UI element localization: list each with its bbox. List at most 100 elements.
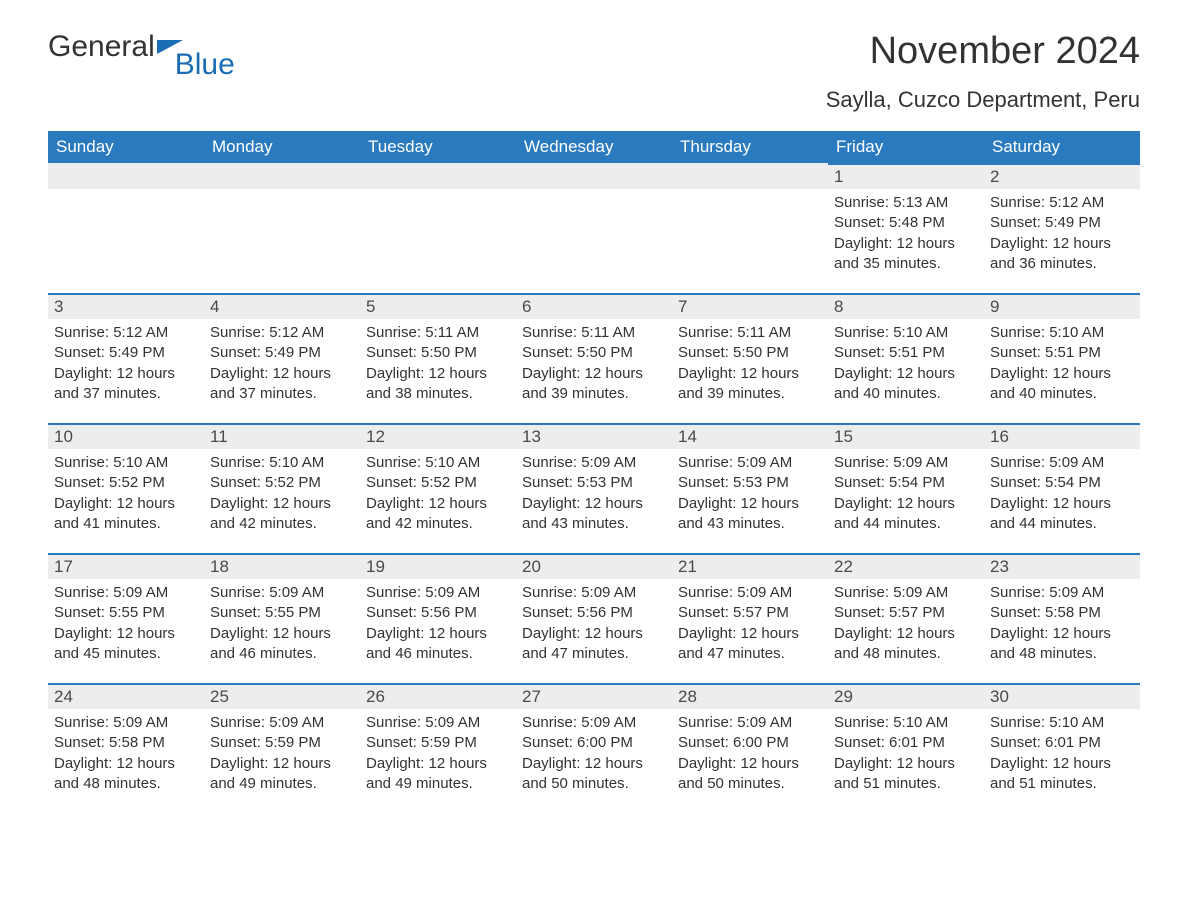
calendar-table: Sunday Monday Tuesday Wednesday Thursday… <box>48 131 1140 813</box>
empty-day-strip <box>672 163 828 189</box>
day-details: Sunrise: 5:11 AMSunset: 5:50 PMDaylight:… <box>360 319 516 408</box>
day-number: 4 <box>204 293 360 319</box>
sunrise-text: Sunrise: 5:09 AM <box>990 583 1134 603</box>
day-number: 10 <box>48 423 204 449</box>
day-cell: 9Sunrise: 5:10 AMSunset: 5:51 PMDaylight… <box>984 293 1140 423</box>
day-cell: 4Sunrise: 5:12 AMSunset: 5:49 PMDaylight… <box>204 293 360 423</box>
sunset-text: Sunset: 5:50 PM <box>678 343 822 363</box>
day-details: Sunrise: 5:09 AMSunset: 5:56 PMDaylight:… <box>516 579 672 668</box>
sunset-text: Sunset: 5:52 PM <box>54 473 198 493</box>
sunset-text: Sunset: 5:59 PM <box>210 733 354 753</box>
daylight-text: Daylight: 12 hours and 40 minutes. <box>990 364 1134 405</box>
day-details: Sunrise: 5:11 AMSunset: 5:50 PMDaylight:… <box>516 319 672 408</box>
sunrise-text: Sunrise: 5:10 AM <box>990 713 1134 733</box>
day-number: 17 <box>48 553 204 579</box>
day-number: 12 <box>360 423 516 449</box>
sunrise-text: Sunrise: 5:10 AM <box>834 323 978 343</box>
daylight-text: Daylight: 12 hours and 44 minutes. <box>990 494 1134 535</box>
daylight-text: Daylight: 12 hours and 42 minutes. <box>366 494 510 535</box>
day-cell: 6Sunrise: 5:11 AMSunset: 5:50 PMDaylight… <box>516 293 672 423</box>
daylight-text: Daylight: 12 hours and 46 minutes. <box>210 624 354 665</box>
day-cell: 23Sunrise: 5:09 AMSunset: 5:58 PMDayligh… <box>984 553 1140 683</box>
sunrise-text: Sunrise: 5:09 AM <box>990 453 1134 473</box>
sunset-text: Sunset: 5:59 PM <box>366 733 510 753</box>
sunset-text: Sunset: 5:53 PM <box>522 473 666 493</box>
day-details: Sunrise: 5:09 AMSunset: 5:59 PMDaylight:… <box>360 709 516 798</box>
day-number: 1 <box>828 163 984 189</box>
sunrise-text: Sunrise: 5:09 AM <box>366 583 510 603</box>
daylight-text: Daylight: 12 hours and 45 minutes. <box>54 624 198 665</box>
sunrise-text: Sunrise: 5:09 AM <box>54 713 198 733</box>
day-cell: 21Sunrise: 5:09 AMSunset: 5:57 PMDayligh… <box>672 553 828 683</box>
sunrise-text: Sunrise: 5:09 AM <box>210 583 354 603</box>
day-number: 8 <box>828 293 984 319</box>
daylight-text: Daylight: 12 hours and 38 minutes. <box>366 364 510 405</box>
sunrise-text: Sunrise: 5:10 AM <box>366 453 510 473</box>
day-cell: 14Sunrise: 5:09 AMSunset: 5:53 PMDayligh… <box>672 423 828 553</box>
day-cell: 10Sunrise: 5:10 AMSunset: 5:52 PMDayligh… <box>48 423 204 553</box>
day-number: 19 <box>360 553 516 579</box>
day-number: 6 <box>516 293 672 319</box>
day-cell: 11Sunrise: 5:10 AMSunset: 5:52 PMDayligh… <box>204 423 360 553</box>
sunset-text: Sunset: 5:51 PM <box>990 343 1134 363</box>
day-cell <box>360 163 516 293</box>
day-cell: 13Sunrise: 5:09 AMSunset: 5:53 PMDayligh… <box>516 423 672 553</box>
sunset-text: Sunset: 5:50 PM <box>366 343 510 363</box>
daylight-text: Daylight: 12 hours and 43 minutes. <box>678 494 822 535</box>
day-cell: 18Sunrise: 5:09 AMSunset: 5:55 PMDayligh… <box>204 553 360 683</box>
daylight-text: Daylight: 12 hours and 42 minutes. <box>210 494 354 535</box>
sunset-text: Sunset: 5:58 PM <box>990 603 1134 623</box>
day-cell: 15Sunrise: 5:09 AMSunset: 5:54 PMDayligh… <box>828 423 984 553</box>
sunset-text: Sunset: 6:01 PM <box>990 733 1134 753</box>
day-details: Sunrise: 5:09 AMSunset: 5:55 PMDaylight:… <box>204 579 360 668</box>
sunset-text: Sunset: 5:54 PM <box>834 473 978 493</box>
day-cell: 28Sunrise: 5:09 AMSunset: 6:00 PMDayligh… <box>672 683 828 813</box>
day-details: Sunrise: 5:13 AMSunset: 5:48 PMDaylight:… <box>828 189 984 278</box>
daylight-text: Daylight: 12 hours and 48 minutes. <box>54 754 198 795</box>
daylight-text: Daylight: 12 hours and 37 minutes. <box>54 364 198 405</box>
day-number: 28 <box>672 683 828 709</box>
sunset-text: Sunset: 6:00 PM <box>522 733 666 753</box>
day-number: 27 <box>516 683 672 709</box>
sunrise-text: Sunrise: 5:11 AM <box>678 323 822 343</box>
sunrise-text: Sunrise: 5:09 AM <box>522 713 666 733</box>
daylight-text: Daylight: 12 hours and 51 minutes. <box>990 754 1134 795</box>
sunrise-text: Sunrise: 5:09 AM <box>210 713 354 733</box>
day-number: 9 <box>984 293 1140 319</box>
day-cell: 27Sunrise: 5:09 AMSunset: 6:00 PMDayligh… <box>516 683 672 813</box>
day-details: Sunrise: 5:09 AMSunset: 6:00 PMDaylight:… <box>516 709 672 798</box>
day-details: Sunrise: 5:09 AMSunset: 5:53 PMDaylight:… <box>672 449 828 538</box>
day-details: Sunrise: 5:10 AMSunset: 5:52 PMDaylight:… <box>360 449 516 538</box>
sunset-text: Sunset: 5:51 PM <box>834 343 978 363</box>
sunrise-text: Sunrise: 5:10 AM <box>210 453 354 473</box>
daylight-text: Daylight: 12 hours and 49 minutes. <box>366 754 510 795</box>
day-cell: 25Sunrise: 5:09 AMSunset: 5:59 PMDayligh… <box>204 683 360 813</box>
sunrise-text: Sunrise: 5:12 AM <box>990 193 1134 213</box>
day-cell: 7Sunrise: 5:11 AMSunset: 5:50 PMDaylight… <box>672 293 828 423</box>
day-cell <box>48 163 204 293</box>
day-number: 25 <box>204 683 360 709</box>
title-block: November 2024 Saylla, Cuzco Department, … <box>826 30 1140 123</box>
sunset-text: Sunset: 5:58 PM <box>54 733 198 753</box>
day-number: 29 <box>828 683 984 709</box>
sunrise-text: Sunrise: 5:09 AM <box>678 713 822 733</box>
daylight-text: Daylight: 12 hours and 47 minutes. <box>522 624 666 665</box>
sunset-text: Sunset: 5:57 PM <box>834 603 978 623</box>
sunrise-text: Sunrise: 5:11 AM <box>366 323 510 343</box>
sunset-text: Sunset: 5:48 PM <box>834 213 978 233</box>
day-details: Sunrise: 5:09 AMSunset: 5:54 PMDaylight:… <box>828 449 984 538</box>
day-cell: 26Sunrise: 5:09 AMSunset: 5:59 PMDayligh… <box>360 683 516 813</box>
day-cell: 2Sunrise: 5:12 AMSunset: 5:49 PMDaylight… <box>984 163 1140 293</box>
day-cell: 30Sunrise: 5:10 AMSunset: 6:01 PMDayligh… <box>984 683 1140 813</box>
daylight-text: Daylight: 12 hours and 39 minutes. <box>678 364 822 405</box>
daylight-text: Daylight: 12 hours and 36 minutes. <box>990 234 1134 275</box>
day-details: Sunrise: 5:12 AMSunset: 5:49 PMDaylight:… <box>48 319 204 408</box>
empty-day-strip <box>204 163 360 189</box>
day-cell: 8Sunrise: 5:10 AMSunset: 5:51 PMDaylight… <box>828 293 984 423</box>
day-cell: 24Sunrise: 5:09 AMSunset: 5:58 PMDayligh… <box>48 683 204 813</box>
sunset-text: Sunset: 5:49 PM <box>210 343 354 363</box>
daylight-text: Daylight: 12 hours and 50 minutes. <box>522 754 666 795</box>
sunrise-text: Sunrise: 5:09 AM <box>834 583 978 603</box>
day-details: Sunrise: 5:09 AMSunset: 5:57 PMDaylight:… <box>672 579 828 668</box>
day-header-wed: Wednesday <box>516 131 672 163</box>
